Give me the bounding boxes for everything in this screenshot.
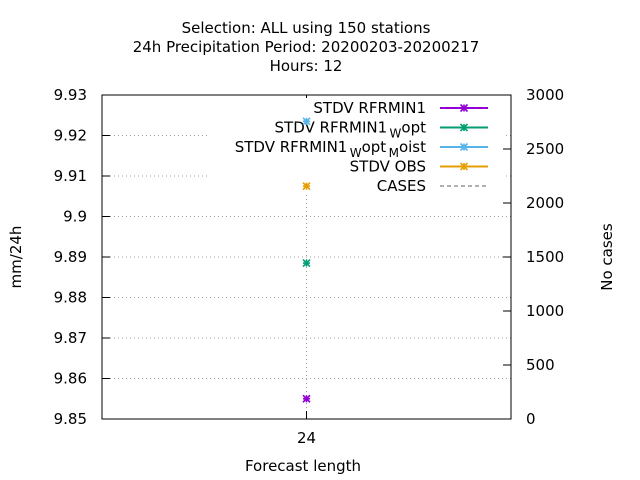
y2-tick-label: 2000 <box>526 194 564 212</box>
y-tick-label: 9.93 <box>54 86 87 104</box>
legend-label: CASES <box>377 177 426 195</box>
title-line: Hours: 12 <box>270 57 343 75</box>
legend-marker <box>459 142 469 152</box>
y-tick-label: 9.92 <box>54 127 87 145</box>
legend-label: STDV RFRMIN1 Wopt <box>275 119 427 141</box>
legend-label: STDV RFRMIN1 Wopt Moist <box>235 138 426 160</box>
data-point <box>302 117 311 126</box>
y-tick-label: 9.89 <box>54 248 87 266</box>
y2-tick-label: 2500 <box>526 140 564 158</box>
y-axis-label: mm/24h <box>7 226 25 289</box>
y2-tick-label: 500 <box>526 356 555 374</box>
x-axis-label: Forecast length <box>245 457 361 475</box>
legend-marker <box>459 162 469 171</box>
data-point <box>302 182 311 191</box>
legend-label: STDV RFRMIN1 <box>313 99 426 117</box>
y2-tick-label: 0 <box>526 410 536 428</box>
plot-frame <box>101 94 512 420</box>
data-points <box>302 117 311 403</box>
y-tick-label: 9.88 <box>54 289 87 307</box>
legend-marker <box>459 103 469 113</box>
title-line: 24h Precipitation Period: 20200203-20200… <box>133 38 480 56</box>
y2-tick-label: 1500 <box>526 248 564 266</box>
title-line: Selection: ALL using 150 stations <box>182 19 431 37</box>
y2-axis-ticks: 0 500 1000 1500 2000 2500 3000 <box>503 86 564 428</box>
data-point <box>302 394 311 403</box>
y-tick-label: 9.87 <box>54 329 87 347</box>
y-axis-ticks: 9.85 9.86 9.87 9.88 9.89 9.9 9.91 9.92 9.93 <box>54 86 110 428</box>
legend-marker <box>459 123 469 132</box>
data-point <box>302 259 311 268</box>
legend-label: STDV OBS <box>350 158 426 176</box>
y2-tick-label: 1000 <box>526 302 564 320</box>
y2-tick-label: 3000 <box>526 86 564 104</box>
y-tick-label: 9.91 <box>54 167 87 185</box>
y-tick-label: 9.85 <box>54 410 87 428</box>
y2-axis-label: No cases <box>598 223 616 291</box>
y-tick-label: 9.9 <box>63 208 87 226</box>
x-tick-label: 24 <box>297 429 316 447</box>
y-tick-label: 9.86 <box>54 370 87 388</box>
